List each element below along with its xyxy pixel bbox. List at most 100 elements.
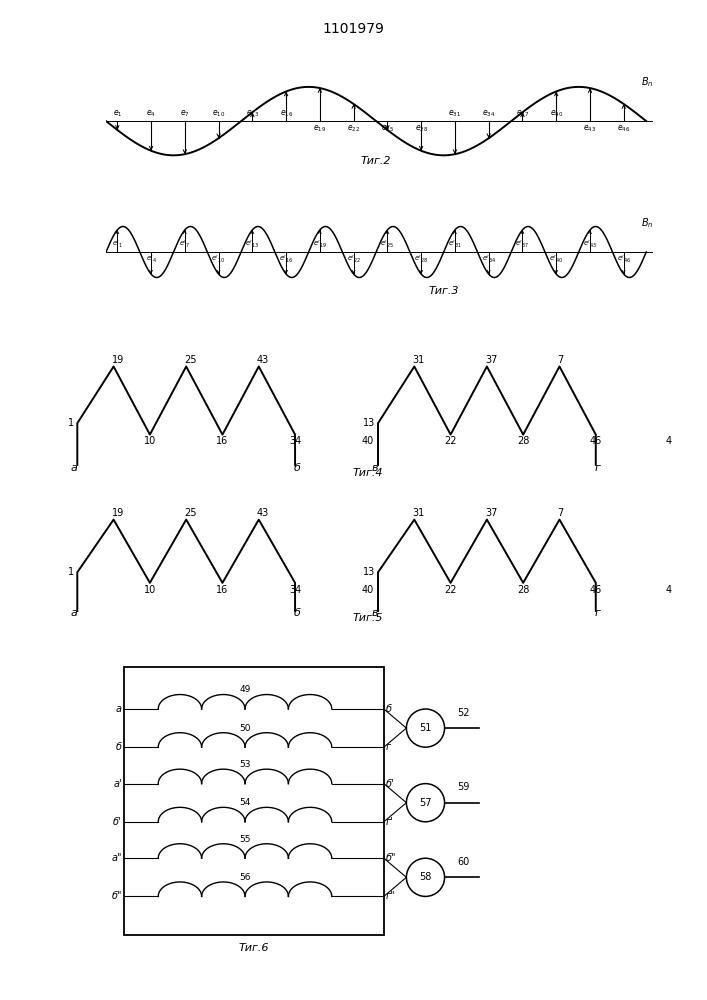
Text: 53: 53: [239, 760, 251, 769]
Text: в: в: [372, 608, 378, 618]
Text: $e'_{40}$: $e'_{40}$: [549, 254, 563, 265]
Text: 7: 7: [557, 508, 563, 518]
Text: 31: 31: [412, 355, 424, 365]
Text: $e'_1$: $e'_1$: [112, 239, 123, 250]
Text: $e_7$: $e_7$: [180, 109, 189, 119]
Text: Τиг.4: Τиг.4: [352, 468, 383, 478]
Text: $e'_{10}$: $e'_{10}$: [211, 254, 226, 265]
Text: 37: 37: [485, 508, 497, 518]
Text: $e'_7$: $e'_7$: [180, 239, 190, 250]
Text: 16: 16: [216, 436, 228, 446]
Text: $e_{43}$: $e_{43}$: [583, 123, 597, 134]
Text: г: г: [595, 463, 601, 473]
Text: $e_{34}$: $e_{34}$: [482, 109, 496, 119]
Text: 57: 57: [419, 798, 432, 808]
Text: 60: 60: [457, 857, 469, 867]
Text: 31: 31: [412, 508, 424, 518]
Text: 10: 10: [144, 436, 156, 446]
Text: 10: 10: [144, 585, 156, 595]
Text: $e_{37}$: $e_{37}$: [516, 109, 529, 119]
Text: 40: 40: [361, 436, 374, 446]
Text: б: б: [116, 742, 122, 752]
Text: г': г': [385, 817, 393, 827]
Text: 59: 59: [457, 782, 470, 792]
Text: $e_{13}$: $e_{13}$: [246, 109, 259, 119]
Text: a": a": [111, 853, 122, 863]
Text: б': б': [113, 817, 122, 827]
Text: 16: 16: [216, 585, 228, 595]
Text: 40: 40: [361, 585, 374, 595]
Text: 43: 43: [257, 508, 269, 518]
Text: 4: 4: [665, 585, 672, 595]
Text: $e'_{34}$: $e'_{34}$: [481, 254, 496, 265]
Text: $e_{31}$: $e_{31}$: [448, 109, 462, 119]
Text: г: г: [595, 608, 601, 618]
Text: Τиг.2: Τиг.2: [361, 156, 392, 166]
Text: $e'_{16}$: $e'_{16}$: [279, 254, 293, 265]
Text: 22: 22: [444, 436, 457, 446]
Text: $e_{16}$: $e_{16}$: [279, 109, 293, 119]
Text: 37: 37: [485, 355, 497, 365]
Text: $B_n$: $B_n$: [641, 75, 653, 89]
Text: $e'_{13}$: $e'_{13}$: [245, 239, 259, 250]
Text: 13: 13: [363, 567, 375, 577]
Text: 19: 19: [112, 355, 124, 365]
Text: $e'_{28}$: $e'_{28}$: [414, 254, 428, 265]
Text: $e'_{43}$: $e'_{43}$: [583, 239, 597, 250]
Text: 49: 49: [240, 685, 251, 694]
Text: 46: 46: [590, 585, 602, 595]
Text: a: a: [116, 704, 122, 714]
Text: $e'_4$: $e'_4$: [146, 254, 157, 265]
Text: $e'_{19}$: $e'_{19}$: [312, 239, 327, 250]
Text: a: a: [71, 463, 78, 473]
Text: 22: 22: [444, 585, 457, 595]
Text: 51: 51: [419, 723, 432, 733]
Text: $e_{25}$: $e_{25}$: [381, 123, 394, 134]
Text: 46: 46: [590, 436, 602, 446]
Text: $e'_{46}$: $e'_{46}$: [617, 254, 631, 265]
Text: $e'_{31}$: $e'_{31}$: [448, 239, 462, 250]
Text: $e_{46}$: $e_{46}$: [617, 123, 631, 134]
Text: $e_{40}$: $e_{40}$: [549, 109, 563, 119]
Text: б": б": [111, 891, 122, 901]
Text: 34: 34: [289, 436, 301, 446]
Text: 58: 58: [419, 872, 432, 882]
Text: 4: 4: [665, 436, 672, 446]
Text: 52: 52: [457, 708, 470, 718]
Text: 34: 34: [289, 585, 301, 595]
Text: 28: 28: [517, 436, 530, 446]
Text: б: б: [293, 463, 300, 473]
Text: $e_1$: $e_1$: [112, 109, 122, 119]
Text: 50: 50: [239, 724, 251, 733]
Text: 19: 19: [112, 508, 124, 518]
Text: 56: 56: [239, 873, 251, 882]
Text: a: a: [71, 608, 78, 618]
Text: Τиг.6: Τиг.6: [238, 943, 269, 953]
Text: 1: 1: [68, 418, 74, 428]
Text: б: б: [293, 608, 300, 618]
Text: 25: 25: [184, 355, 197, 365]
Text: $e_{28}$: $e_{28}$: [414, 123, 428, 134]
Text: Τиг.3: Τиг.3: [428, 286, 459, 296]
Text: $B_n$: $B_n$: [641, 217, 653, 230]
Text: 28: 28: [517, 585, 530, 595]
Text: б': б': [385, 779, 395, 789]
Text: $e'_{37}$: $e'_{37}$: [515, 239, 530, 250]
Text: б: б: [385, 704, 392, 714]
Text: 43: 43: [257, 355, 269, 365]
Text: в: в: [372, 463, 378, 473]
Text: 25: 25: [184, 508, 197, 518]
Text: 1: 1: [68, 567, 74, 577]
Text: $e_{22}$: $e_{22}$: [347, 123, 360, 134]
Text: 1101979: 1101979: [322, 22, 385, 36]
Text: $e_{19}$: $e_{19}$: [313, 123, 327, 134]
Text: 13: 13: [363, 418, 375, 428]
Text: $e_4$: $e_4$: [146, 109, 156, 119]
Text: 54: 54: [240, 798, 251, 807]
Text: 55: 55: [239, 835, 251, 844]
Text: б": б": [385, 853, 396, 863]
Text: $e_{10}$: $e_{10}$: [212, 109, 226, 119]
Text: $e'_{22}$: $e'_{22}$: [346, 254, 361, 265]
Text: г": г": [385, 891, 395, 901]
Text: г: г: [385, 742, 391, 752]
